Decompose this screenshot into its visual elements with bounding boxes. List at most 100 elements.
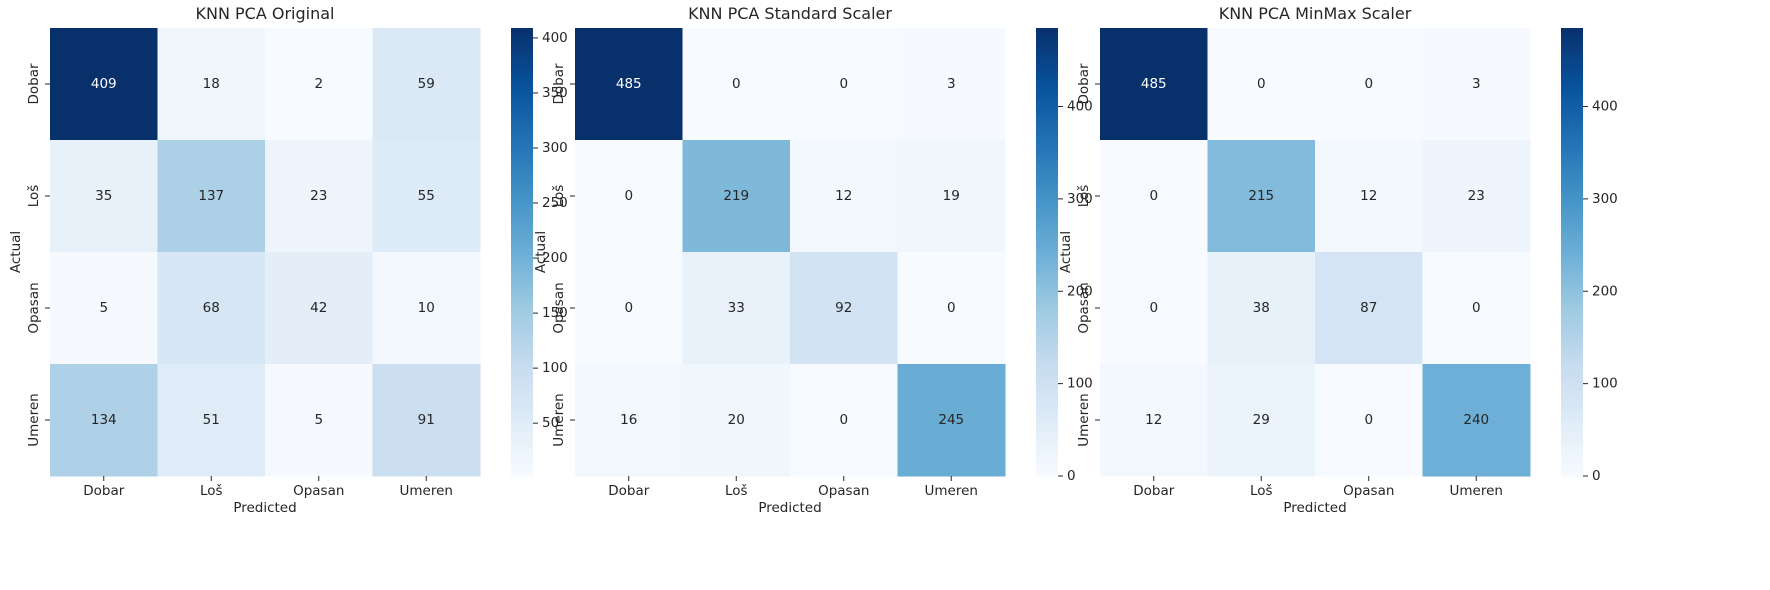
colorbar-segment <box>1561 98 1583 104</box>
colorbar-segment <box>1561 274 1583 279</box>
cell-value-label: 0 <box>839 412 848 428</box>
colorbar-segment <box>1561 315 1583 320</box>
heatmap-cell <box>682 252 791 365</box>
colorbar-segment <box>511 278 533 283</box>
x-tick-label: Umeren <box>400 483 453 499</box>
colorbar-segment <box>1036 87 1058 93</box>
colorbar-segment <box>1036 446 1058 451</box>
colorbar-segment <box>1036 28 1058 33</box>
heatmap-cell <box>265 364 373 477</box>
colorbar-segment <box>511 98 533 104</box>
colorbar-segment <box>1561 285 1583 290</box>
colorbar-segment <box>1561 76 1583 81</box>
colorbar-segment <box>511 125 533 130</box>
colorbar-segment <box>511 42 533 48</box>
cell-value-label: 20 <box>728 412 745 428</box>
colorbar-segment <box>511 266 533 272</box>
heatmap-cell <box>575 28 683 141</box>
colorbar-segment <box>511 263 533 268</box>
heatmap-cell <box>50 252 158 365</box>
colorbar-segment <box>1036 401 1058 406</box>
x-tick-label: Umeren <box>925 483 978 499</box>
colorbar-segment <box>511 162 533 167</box>
colorbar-segment <box>1036 248 1058 253</box>
heatmap-cell <box>1315 28 1423 141</box>
colorbar-segment <box>1036 427 1058 432</box>
colorbar-segment <box>511 203 533 208</box>
colorbar-segment <box>1036 408 1058 414</box>
colorbar-segment <box>1561 173 1583 178</box>
colorbar-segment <box>1036 57 1058 63</box>
colorbar-segment <box>1561 84 1583 89</box>
colorbar-segment <box>1561 468 1583 473</box>
colorbar-segment <box>1036 431 1058 436</box>
colorbar-segment <box>1561 401 1583 406</box>
colorbar-segment <box>511 76 533 81</box>
colorbar-segment <box>511 442 533 447</box>
colorbar-segment <box>1036 147 1058 152</box>
colorbar-segment <box>1036 244 1058 249</box>
y-tick-label: Umeren <box>551 393 567 446</box>
colorbar-tick-label: 300 <box>1067 191 1093 207</box>
colorbar-segment <box>511 378 533 384</box>
colorbar-segment <box>1036 91 1058 96</box>
heatmap-cell <box>1315 364 1423 477</box>
colorbar-segment <box>1036 308 1058 313</box>
colorbar-segment <box>1036 472 1058 477</box>
colorbar-segment <box>1036 218 1058 223</box>
x-tick-label: Opasan <box>818 483 869 499</box>
y-tick-label: Umeren <box>26 393 42 446</box>
colorbar-segment <box>1036 382 1058 387</box>
colorbar-segment <box>511 240 533 246</box>
colorbar-segment <box>1036 285 1058 290</box>
heatmap-cell <box>1100 28 1208 141</box>
colorbar-segment <box>511 72 533 78</box>
chart-title: KNN PCA MinMax Scaler <box>1219 4 1412 23</box>
y-tick-label: Umeren <box>1076 393 1092 446</box>
colorbar-tick-label: 250 <box>542 195 568 211</box>
colorbar-segment <box>1561 416 1583 421</box>
colorbar-segment <box>1561 46 1583 51</box>
x-tick-label: Dobar <box>1133 483 1174 499</box>
colorbar-segment <box>511 102 533 107</box>
x-tick-label: Dobar <box>83 483 124 499</box>
cell-value-label: 16 <box>620 412 637 428</box>
colorbar-segment <box>1561 449 1583 455</box>
colorbar-segment <box>1036 449 1058 455</box>
heatmap-cell <box>575 252 683 365</box>
colorbar-segment <box>1561 349 1583 354</box>
colorbar: 50 100 150 200 250 300 350 400 <box>511 28 568 477</box>
colorbar-segment <box>1561 72 1583 78</box>
x-tick-label: Loš <box>1250 483 1273 499</box>
colorbar-segment <box>1561 341 1583 346</box>
colorbar-segment <box>1036 50 1058 55</box>
colorbar-segment <box>1036 397 1058 402</box>
cell-value-label: 0 <box>1149 300 1158 316</box>
colorbar-segment <box>1561 293 1583 298</box>
heatmap-cell <box>1207 28 1316 141</box>
colorbar-segment <box>511 352 533 358</box>
colorbar-segment <box>511 39 533 44</box>
colorbar-tick-label: 300 <box>542 140 568 156</box>
colorbar-segment <box>1036 177 1058 182</box>
colorbar-segment <box>1561 222 1583 227</box>
heatmap-cell <box>1422 28 1531 141</box>
colorbar-segment <box>1036 349 1058 354</box>
cell-value-label: 19 <box>943 188 960 204</box>
colorbar-segment <box>1036 434 1058 440</box>
x-axis-label: Predicted <box>758 500 821 516</box>
heatmap-cell <box>1315 252 1423 365</box>
cell-value-label: 0 <box>1149 188 1158 204</box>
colorbar-segment <box>1561 423 1583 429</box>
colorbar-segment <box>511 457 533 462</box>
colorbar-segment <box>511 177 533 182</box>
x-axis-label: Predicted <box>1283 500 1346 516</box>
colorbar-segment <box>1036 367 1058 373</box>
heatmap-cell <box>682 364 791 477</box>
colorbar-segment <box>1036 255 1058 261</box>
heatmap-cell <box>50 28 158 141</box>
colorbar-segment <box>1561 375 1583 380</box>
colorbar-segment <box>1561 154 1583 160</box>
colorbar-segment <box>511 289 533 294</box>
